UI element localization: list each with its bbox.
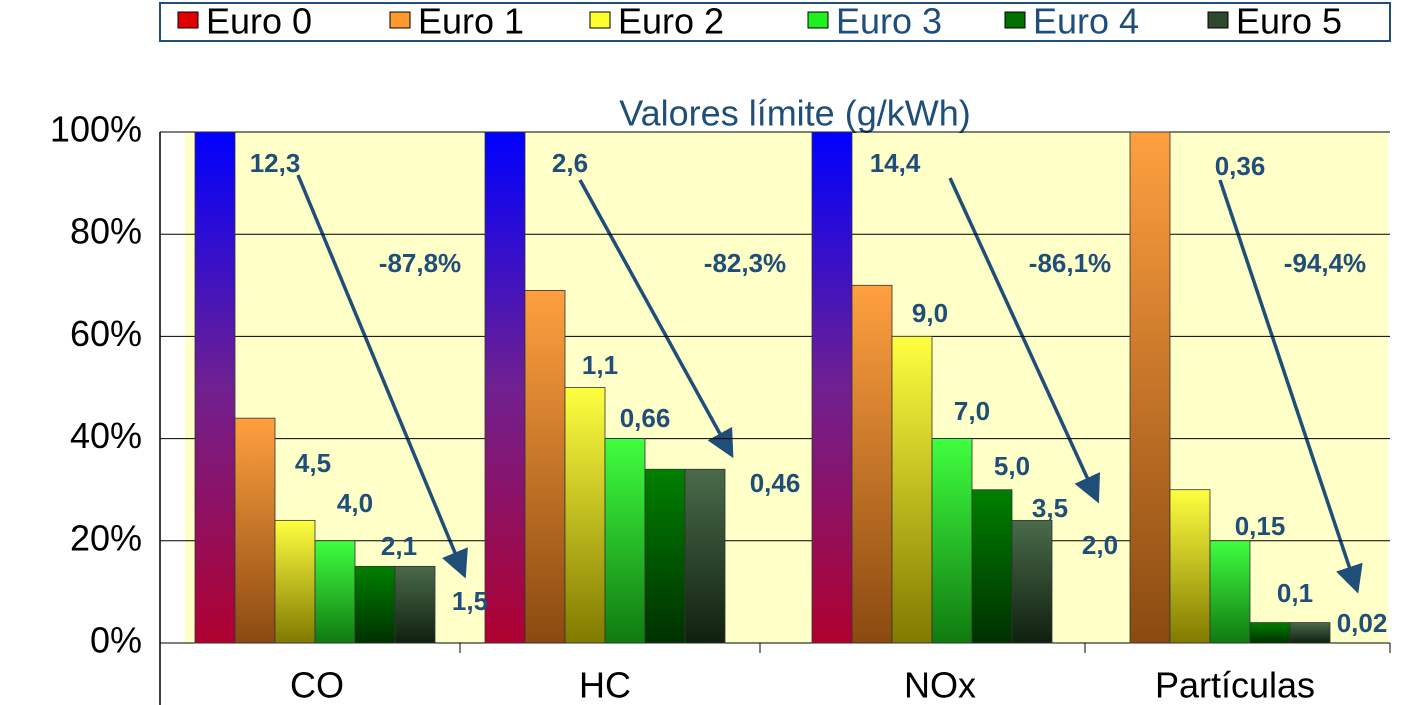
legend-label: Euro 4 — [1033, 1, 1139, 42]
arrow — [948, 177, 1100, 504]
limit-label: 12,3 — [250, 148, 301, 178]
reduction-label: -82,3% — [704, 248, 786, 278]
legend-swatch — [1207, 11, 1229, 29]
bar — [1169, 489, 1211, 644]
reduction-label: -94,4% — [1284, 248, 1366, 278]
bar — [274, 519, 316, 644]
arrow — [578, 179, 734, 459]
legend-swatch — [177, 11, 199, 29]
legend-box — [159, 2, 1391, 42]
bar — [1289, 622, 1331, 644]
legend-swatch — [1004, 11, 1026, 29]
limit-label: 5,0 — [994, 451, 1030, 481]
arrows — [296, 174, 1363, 594]
limit-label: 14,4 — [870, 148, 921, 178]
bar — [931, 438, 973, 644]
limit-label: 0,15 — [1235, 511, 1286, 541]
limit-label: 7,0 — [954, 396, 990, 426]
legend-label: Euro 5 — [1236, 1, 1342, 42]
bar — [234, 417, 276, 644]
limit-label: 4,0 — [337, 488, 373, 518]
y-tick-label: 20% — [70, 517, 142, 558]
bar — [1209, 540, 1251, 644]
legend-swatch — [589, 11, 611, 29]
x-tick-label: Partículas — [1155, 665, 1315, 705]
bar — [851, 284, 893, 644]
bar — [1249, 622, 1291, 644]
limit-label: 3,5 — [1032, 493, 1068, 523]
legend-label: Euro 3 — [836, 1, 942, 42]
legend-label: Euro 0 — [206, 1, 312, 42]
chart-title: Valores límite (g/kWh) — [619, 93, 970, 134]
x-tick-label: CO — [290, 665, 344, 705]
bar — [314, 540, 356, 644]
limit-label: 0,36 — [1215, 151, 1266, 181]
y-tick-label: 80% — [70, 211, 142, 252]
bar — [394, 565, 436, 644]
bar — [811, 131, 853, 644]
bar — [644, 468, 686, 644]
limit-label: 2,1 — [381, 531, 417, 561]
limit-label: 0,66 — [620, 403, 671, 433]
reduction-label: -86,1% — [1029, 248, 1111, 278]
limit-label: 1,5 — [452, 586, 488, 616]
limit-label: 2,0 — [1082, 530, 1118, 560]
limit-label: 2,6 — [552, 148, 588, 178]
arrow — [296, 174, 468, 579]
legend-swatch — [389, 11, 411, 29]
limit-label: 9,0 — [912, 298, 948, 328]
x-tick-label: NOx — [904, 665, 976, 705]
bar — [684, 468, 726, 644]
bar — [1011, 519, 1053, 644]
y-tick-label: 60% — [70, 313, 142, 354]
bar — [484, 131, 526, 644]
x-tick-label: HC — [579, 665, 631, 705]
bar — [891, 335, 933, 644]
arrow — [1218, 179, 1363, 594]
y-tick-label: 100% — [50, 109, 142, 150]
y-tick-label: 40% — [70, 415, 142, 456]
bar — [194, 131, 236, 644]
limit-label: 4,5 — [295, 448, 331, 478]
y-tick-label: 0% — [90, 620, 142, 661]
bar — [1129, 131, 1171, 644]
legend-swatch — [807, 11, 829, 29]
limit-label: 0,46 — [750, 468, 801, 498]
bar — [564, 387, 606, 644]
limit-label: 0,02 — [1337, 608, 1388, 638]
legend-label: Euro 1 — [418, 1, 524, 42]
legend-label: Euro 2 — [618, 1, 724, 42]
limit-label: 0,1 — [1277, 578, 1313, 608]
reduction-label: -87,8% — [379, 248, 461, 278]
bar — [604, 438, 646, 644]
bar — [971, 489, 1013, 644]
limit-label: 1,1 — [582, 350, 618, 380]
bar — [354, 565, 396, 644]
bar — [524, 290, 566, 644]
